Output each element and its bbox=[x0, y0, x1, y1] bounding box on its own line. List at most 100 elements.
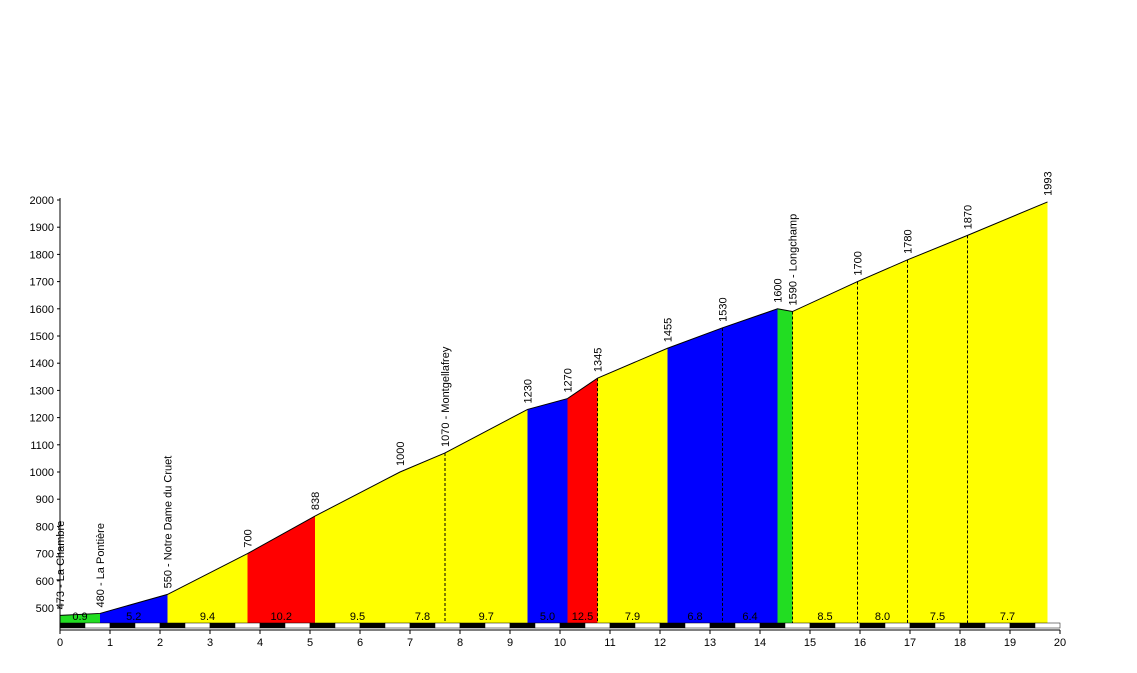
scale-block bbox=[409, 622, 436, 629]
scale-block bbox=[284, 622, 311, 629]
scale-block bbox=[259, 622, 286, 629]
point-label: 1230 bbox=[523, 379, 535, 403]
point-label: 838 bbox=[310, 492, 322, 510]
profile-segment-1 bbox=[100, 594, 168, 623]
scale-block bbox=[134, 622, 161, 629]
profile-segment-0 bbox=[60, 613, 100, 623]
scale-block bbox=[984, 622, 1011, 629]
scale-block bbox=[1009, 622, 1036, 629]
scale-block bbox=[159, 622, 186, 629]
segment-dividers bbox=[444, 235, 968, 623]
grade-label: 5.2 bbox=[126, 611, 141, 623]
point-label: 1070 - Montgellafrey bbox=[440, 346, 452, 447]
x-tick-label: 4 bbox=[257, 637, 263, 649]
x-tick-label: 1 bbox=[107, 637, 113, 649]
scale-block bbox=[634, 622, 661, 629]
scale-block bbox=[684, 622, 711, 629]
point-label: 1590 - Longchamp bbox=[788, 214, 800, 306]
scale-block bbox=[859, 622, 886, 629]
point-label: 1000 bbox=[395, 442, 407, 466]
point-label: 473 - La Chambre bbox=[55, 521, 67, 610]
point-label: 550 - Notre Dame du Cruet bbox=[163, 456, 175, 589]
y-tick-label: 1700 bbox=[30, 277, 54, 289]
x-tick-label: 19 bbox=[1004, 637, 1016, 649]
y-tick-label: 600 bbox=[36, 576, 54, 588]
y-tick-label: 800 bbox=[36, 521, 54, 533]
scale-block bbox=[1034, 622, 1061, 629]
scale-block bbox=[659, 622, 686, 629]
x-tick-label: 16 bbox=[854, 637, 866, 649]
scale-block bbox=[234, 622, 261, 629]
scale-block bbox=[559, 622, 586, 629]
x-tick-label: 5 bbox=[307, 637, 313, 649]
scale-block bbox=[59, 622, 86, 629]
point-labels: 473 - La Chambre 480 - La Pontière 550 - N… bbox=[55, 171, 1055, 609]
profile-segment-5 bbox=[400, 452, 445, 623]
x-tick-label: 3 bbox=[207, 637, 213, 649]
x-tick-label: 18 bbox=[954, 637, 966, 649]
point-label: 1870 bbox=[963, 205, 975, 229]
x-tick-label: 2 bbox=[157, 637, 163, 649]
scale-block bbox=[784, 622, 811, 629]
point-label: 1993 bbox=[1043, 171, 1055, 195]
scale-block bbox=[609, 622, 636, 629]
x-tick-label: 11 bbox=[604, 637, 615, 649]
y-tick-label: 1200 bbox=[30, 413, 54, 425]
grade-label: 7.7 bbox=[1000, 611, 1015, 623]
scale-block bbox=[459, 622, 486, 629]
profile-segment-13 bbox=[792, 281, 858, 623]
profile-segment-12 bbox=[777, 308, 793, 623]
scale-block bbox=[334, 622, 361, 629]
scale-block bbox=[734, 622, 761, 629]
profile-segment-8 bbox=[567, 378, 598, 623]
scale-block bbox=[809, 622, 836, 629]
profile-line bbox=[59, 201, 1048, 616]
x-tick-label: 9 bbox=[507, 637, 513, 649]
profile-line-group bbox=[59, 201, 1048, 616]
scale-block bbox=[384, 622, 411, 629]
km-scale-bar bbox=[59, 622, 1061, 629]
grade-label: 9.7 bbox=[479, 611, 494, 623]
grade-label: 10.2 bbox=[271, 611, 292, 623]
y-tick-label: 1600 bbox=[30, 304, 54, 316]
point-label: 480 - La Pontière bbox=[95, 523, 107, 607]
profile-segment-7 bbox=[527, 398, 568, 623]
x-tick-label: 10 bbox=[554, 637, 566, 649]
segment-fills bbox=[60, 201, 1048, 624]
y-tick-label: 1900 bbox=[30, 222, 54, 234]
grade-label: 7.5 bbox=[930, 611, 945, 623]
x-tick-label: 8 bbox=[457, 637, 463, 649]
point-label: 1530 bbox=[718, 297, 730, 321]
profile-segment-14 bbox=[857, 259, 908, 623]
x-tick-label: 17 bbox=[904, 637, 916, 649]
grade-label: 7.8 bbox=[415, 611, 430, 623]
y-tick-label: 1400 bbox=[30, 358, 54, 370]
x-tick-label: 12 bbox=[654, 637, 666, 649]
scale-block bbox=[834, 622, 861, 629]
y-tick-label: 500 bbox=[36, 603, 54, 615]
grade-label: 6.8 bbox=[687, 611, 702, 623]
scale-block bbox=[584, 622, 611, 629]
tick-labels: 0 1 2 3 4 5 6 7 8 9 10 11 12 13 14 15 16 17 18 19 2050060070… bbox=[30, 195, 1067, 649]
point-label: 1270 bbox=[563, 368, 575, 392]
scale-block bbox=[484, 622, 511, 629]
point-label: 700 bbox=[243, 529, 255, 547]
grade-label: 7.9 bbox=[625, 611, 640, 623]
scale-block bbox=[959, 622, 986, 629]
scale-block bbox=[909, 622, 936, 629]
grade-labels: 0.9 5.2 9.4 10.2 9.5 7.8 9.7 5.0 12.5 7.9 6.8 6.4 8.… bbox=[72, 611, 1015, 623]
scale-block bbox=[884, 622, 911, 629]
x-tick-label: 0 bbox=[57, 637, 63, 649]
grade-label: 6.4 bbox=[742, 611, 757, 623]
scale-block bbox=[759, 622, 786, 629]
scale-block bbox=[184, 622, 211, 629]
grade-label: 0.9 bbox=[72, 611, 87, 623]
y-tick-label: 1300 bbox=[30, 385, 54, 397]
scale-block bbox=[709, 622, 736, 629]
point-label: 1780 bbox=[903, 229, 915, 253]
profile-segment-9 bbox=[597, 348, 668, 623]
y-tick-label: 1500 bbox=[30, 331, 54, 343]
profile-segment-3 bbox=[247, 516, 315, 623]
point-label: 1455 bbox=[663, 318, 675, 342]
